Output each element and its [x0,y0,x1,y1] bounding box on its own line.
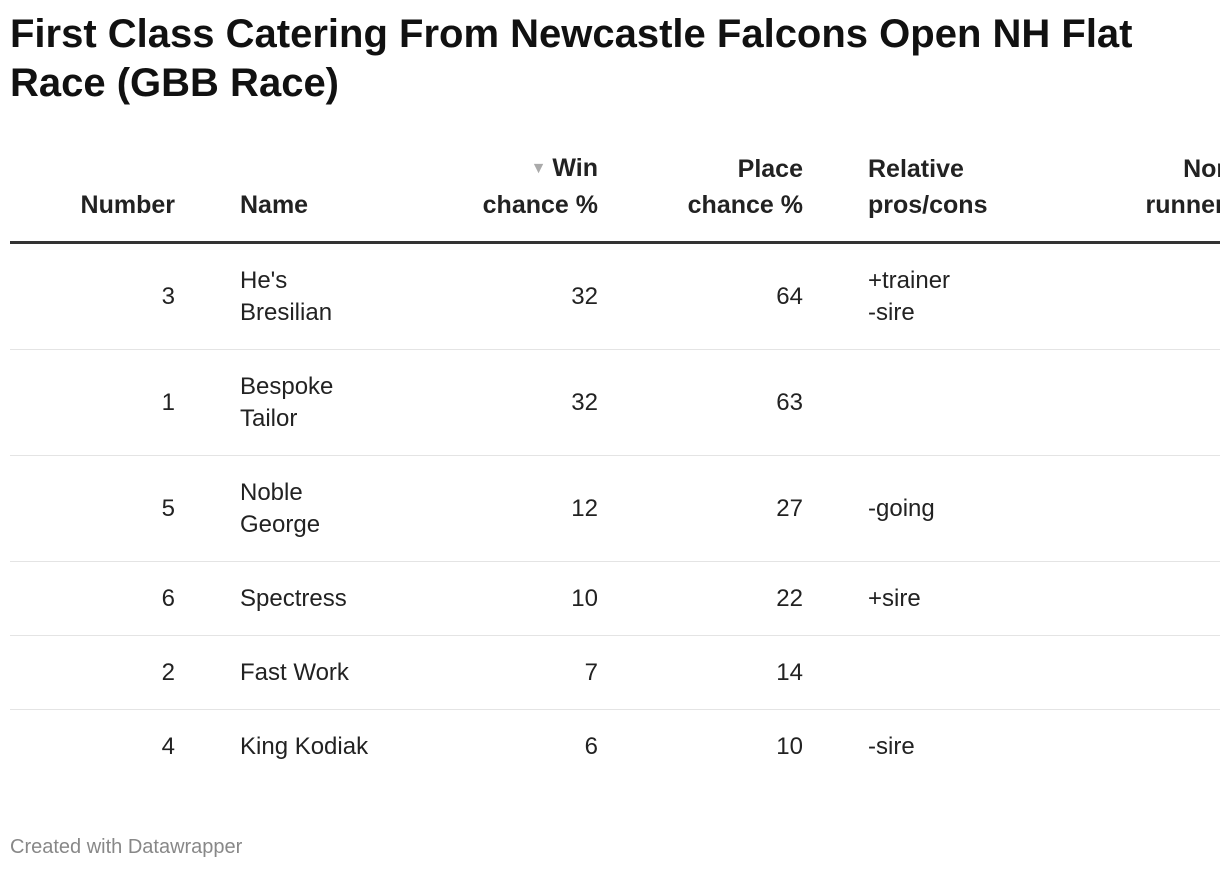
header-text: Win chance % [482,154,598,219]
table-cell: 27 [628,455,833,562]
header-text: Name [240,191,309,219]
title: First Class Catering From Newcastle Falc… [10,12,1133,105]
header-text: Non- runner? [1145,155,1220,219]
header-text: Relative pros/cons [868,155,988,219]
table-cell: 6 [10,561,205,636]
column-header: Relative pros/cons [833,150,1040,244]
table-cell: Noble George [205,455,430,562]
column-header: Place chance % [628,150,833,244]
column-header: Number [10,150,205,244]
table-cell: 32 [430,349,628,456]
table-cell: 0 [1040,561,1220,636]
table-cell: 10 [776,732,803,760]
table-cell: 0 [1040,455,1220,562]
data-table: Number Name ▼ Win chance % Place chance % Rel… [10,150,1220,783]
table-cell: 6 [584,732,598,760]
table-cell: 0 [1040,635,1220,710]
table-cell [833,635,1040,710]
header-text: Number [80,191,175,219]
table-cell: 12 [430,455,628,562]
table-cell: 0 [1040,710,1220,784]
table-cell: 10 [430,561,628,636]
table-cell: 1 [10,349,205,456]
column-header: Name [205,150,430,244]
table-cell [833,349,1040,456]
table-cell: +sire [833,561,1040,636]
column-header[interactable]: ▼ Win chance % [430,150,628,244]
table-cell: 14 [628,635,833,710]
table-cell: Bespoke Tailor [205,349,430,456]
table-row: 4 King Kodiak 6 10 -sire 0 [10,710,1220,784]
column-header: Non- runner? [1040,150,1220,244]
table-cell: 32 [430,242,628,350]
table-cell: 2 [10,635,205,710]
table-cell: 5 [10,455,205,562]
credit: Created with Datawrapper [10,836,243,858]
header-text: Place chance % [687,155,803,219]
table-cell: 63 [628,349,833,456]
table-cell: 7 [430,635,628,710]
sort-icon: ▼ [530,160,547,177]
table-cell: -going [833,455,1040,562]
table-cell: 4 [161,732,175,760]
table-cell: 64 [628,242,833,350]
table-cell: 0 [1040,349,1220,456]
table-cell: -sire [868,732,915,760]
header-row: Number Name ▼ Win chance % Place chance % Rel… [10,150,1220,244]
table-cell: 22 [628,561,833,636]
table-cell: Fast Work [205,635,430,710]
table-cell: Spectress [205,561,430,636]
table-head: Number Name ▼ Win chance % Place chance % Rel… [10,150,1220,244]
table-cell: 0 [1040,242,1220,350]
table-cell: 3 [10,242,205,350]
table-cell: +trainer -sire [833,242,1040,350]
table-cell: King Kodiak [240,732,369,760]
table-cell: He's Bresilian [205,242,430,350]
